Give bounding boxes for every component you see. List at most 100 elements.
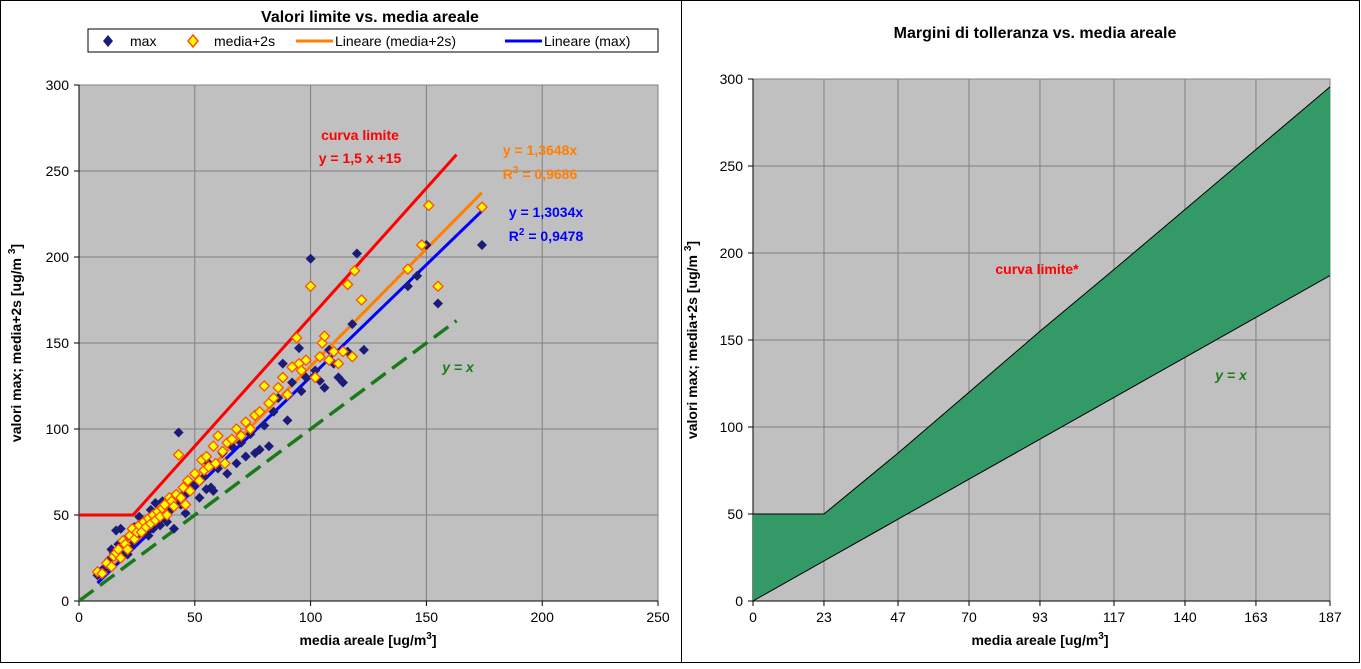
media2s-point — [276, 371, 289, 384]
media2s-point — [184, 485, 197, 497]
left-x-tick-label: 0 — [75, 609, 83, 625]
media2s-point — [422, 199, 435, 212]
limit-curve-line — [79, 153, 458, 517]
media2s-point — [337, 345, 349, 358]
left-y-axis-label-main: valori max; media+2s [ug/m — [8, 254, 24, 442]
max-equation: y = 1,3034x — [509, 204, 584, 220]
media2s-point — [114, 552, 127, 564]
max-r2: R2 = 0,9478 — [509, 227, 584, 244]
media2s-point — [323, 354, 336, 367]
media2s-point — [181, 474, 194, 487]
media2s-point — [239, 416, 252, 429]
max-r2-value: = 0,9478 — [524, 228, 583, 244]
max-point — [310, 365, 321, 376]
media2s-r2-value: = 0,9686 — [518, 166, 577, 182]
right-y-axis-label-main: valori max; media+2s [ug/m — [684, 251, 700, 439]
media2s-point — [332, 357, 345, 370]
right-x-axis-label: media areale [ug/m3] — [971, 631, 1108, 648]
identity-line-left — [77, 319, 458, 603]
media2s-point — [300, 354, 312, 367]
media2s-point — [253, 405, 266, 418]
right-y-axis-label-sup: 3 — [683, 245, 694, 251]
max-point — [254, 444, 265, 455]
max-point — [294, 343, 305, 354]
left-x-tick-label: 250 — [646, 609, 670, 625]
media2s-point — [168, 500, 180, 513]
media2s-point — [209, 457, 222, 470]
media2s-point — [476, 201, 488, 214]
legend-lin-max-label: Lineare (max) — [544, 33, 630, 49]
media2s-point — [401, 263, 414, 275]
legend-media2s-label: media+2s — [214, 33, 275, 49]
max-point — [319, 382, 330, 393]
media2s-point — [96, 567, 109, 580]
right-x-tick-label: 117 — [1103, 609, 1126, 625]
left-x-tick-label: 150 — [415, 609, 439, 625]
max-point — [208, 485, 219, 496]
right-y-axis-label-end: ] — [684, 241, 700, 246]
max-point — [432, 298, 443, 309]
right-y-axis-label: valori max; media+2s [ug/m 3] — [683, 241, 700, 439]
right-y-tick-label: 50 — [727, 506, 743, 522]
right-tick-labels: 0 50 100 150 200 250 300 0 23 47 70 93 117 140 163 187 — [720, 71, 1342, 625]
media2s-point — [161, 509, 173, 521]
left-points — [91, 199, 488, 581]
max-point — [222, 468, 233, 479]
max-point — [287, 377, 298, 388]
limit-curve-edge — [753, 86, 1331, 515]
identity-edge — [752, 275, 1331, 602]
max-point — [351, 248, 362, 259]
media2s-point — [313, 350, 326, 363]
max-point — [231, 458, 242, 469]
left-x-axis-label-main: media areale [ug/m — [299, 632, 426, 648]
right-x-tick-label: 187 — [1318, 609, 1342, 625]
left-tick-labels: 0 50 100 150 200 250 0 50 100 150 200 250 300 — [46, 77, 670, 625]
scatter-chart: Valori limite vs. media areale max media… — [7, 9, 670, 648]
media2s-point — [304, 280, 317, 293]
left-y-tick-label: 300 — [46, 77, 70, 93]
max-point — [240, 451, 251, 462]
max-point — [150, 497, 161, 508]
right-y-tick-label: 200 — [720, 245, 744, 261]
media2s-point — [174, 491, 187, 504]
right-x-tick-label: 23 — [816, 609, 832, 625]
max-point — [145, 504, 156, 515]
right-x-tick-label: 47 — [890, 609, 906, 625]
media2s-equation: y = 1,3648x — [503, 142, 578, 158]
left-y-tick-label: 100 — [46, 421, 70, 437]
right-x-tick-label: 0 — [749, 609, 757, 625]
left-x-tick-label: 100 — [299, 609, 323, 625]
right-y-tick-label: 150 — [720, 332, 744, 348]
media2s-point — [218, 457, 231, 470]
left-x-axis-label-end: ] — [432, 632, 437, 648]
tolerance-band — [753, 86, 1330, 601]
max-point — [300, 372, 311, 383]
right-x-tick-label: 70 — [961, 609, 977, 625]
left-y-tick-label: 250 — [46, 163, 70, 179]
left-y-axis-label-sup: 3 — [7, 248, 18, 254]
max-point — [402, 281, 413, 292]
media2s-point — [272, 381, 285, 394]
identity-label-left: y = x — [441, 359, 475, 375]
media2s-point — [295, 364, 308, 377]
media2s-point — [172, 448, 185, 461]
left-y-axis-label-end: ] — [8, 244, 24, 249]
right-x-axis-label-main: media areale [ug/m — [971, 632, 1098, 648]
max-point — [476, 239, 487, 250]
max-point — [305, 253, 316, 264]
media2s-point — [258, 380, 271, 392]
media2s-point — [225, 433, 238, 446]
legend-media2s-marker — [187, 33, 199, 49]
max-point — [282, 415, 293, 426]
media2s-point — [432, 280, 444, 293]
media2s-point — [179, 498, 192, 511]
media2s-point — [309, 371, 322, 384]
media2s-point — [327, 345, 340, 358]
left-y-tick-label: 150 — [46, 335, 70, 351]
max-point — [162, 516, 173, 527]
media2s-point — [200, 450, 213, 463]
right-chart-title: Margini di tolleranza vs. media areale — [894, 25, 1177, 42]
left-y-axis-label: valori max; media+2s [ug/m 3] — [7, 244, 24, 442]
max-point — [412, 270, 423, 281]
